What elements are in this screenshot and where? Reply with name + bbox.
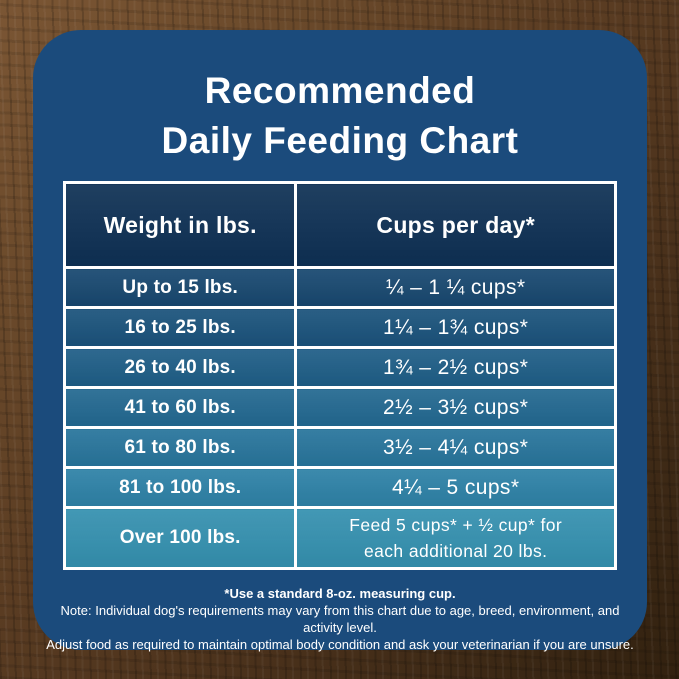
footnote-adjust: Adjust food as required to maintain opti… xyxy=(46,637,634,652)
table-row: 41 to 60 lbs. 2½ – 3½ cups* xyxy=(62,386,617,429)
cups-cell: 2½ – 3½ cups* xyxy=(294,386,617,429)
feeding-table: Weight in lbs. Cups per day* Up to 15 lb… xyxy=(62,181,617,570)
table-row: 61 to 80 lbs. 3½ – 4¼ cups* xyxy=(62,426,617,469)
weight-cell: Over 100 lbs. xyxy=(62,506,298,570)
header-cell-cups: Cups per day* xyxy=(294,181,617,269)
cups-cell: 4¼ – 5 cups* xyxy=(294,466,617,509)
cups-cell-line1: Feed 5 cups* + ½ cup* for xyxy=(349,515,563,535)
table-row: 16 to 25 lbs. 1¼ – 1¾ cups* xyxy=(62,306,617,349)
weight-cell: 81 to 100 lbs. xyxy=(62,466,298,509)
chart-title-line2: Daily Feeding Chart xyxy=(161,120,519,161)
chart-title: Recommended Daily Feeding Chart xyxy=(162,66,519,166)
weight-cell: 61 to 80 lbs. xyxy=(62,426,298,469)
weight-cell: 41 to 60 lbs. xyxy=(62,386,298,429)
feeding-chart-card: Recommended Daily Feeding Chart Weight i… xyxy=(33,30,647,653)
cups-cell: 1¼ – 1¾ cups* xyxy=(294,306,617,349)
cups-cell: 3½ – 4¼ cups* xyxy=(294,426,617,469)
footnote-measuring-cup: *Use a standard 8-oz. measuring cup. xyxy=(224,586,456,601)
cups-cell: Feed 5 cups* + ½ cup* for each additiona… xyxy=(294,506,617,570)
cups-cell-line2: each additional 20 lbs. xyxy=(364,541,548,561)
table-row: Up to 15 lbs. ¼ – 1 ¼ cups* xyxy=(62,266,617,309)
cups-cell: 1¾ – 2½ cups* xyxy=(294,346,617,389)
table-row: 26 to 40 lbs. 1¾ – 2½ cups* xyxy=(62,346,617,389)
weight-cell: 26 to 40 lbs. xyxy=(62,346,298,389)
chart-title-line1: Recommended xyxy=(204,70,476,111)
footnote-variation: Note: Individual dog's requirements may … xyxy=(60,603,620,635)
table-header-row: Weight in lbs. Cups per day* xyxy=(62,181,617,269)
cups-cell: ¼ – 1 ¼ cups* xyxy=(294,266,617,309)
table-row: Over 100 lbs. Feed 5 cups* + ½ cup* for … xyxy=(62,506,617,570)
weight-cell: Up to 15 lbs. xyxy=(62,266,298,309)
weight-cell: 16 to 25 lbs. xyxy=(62,306,298,349)
table-row: 81 to 100 lbs. 4¼ – 5 cups* xyxy=(62,466,617,509)
footnotes: *Use a standard 8-oz. measuring cup. Not… xyxy=(45,585,635,653)
header-cell-weight: Weight in lbs. xyxy=(62,181,298,269)
